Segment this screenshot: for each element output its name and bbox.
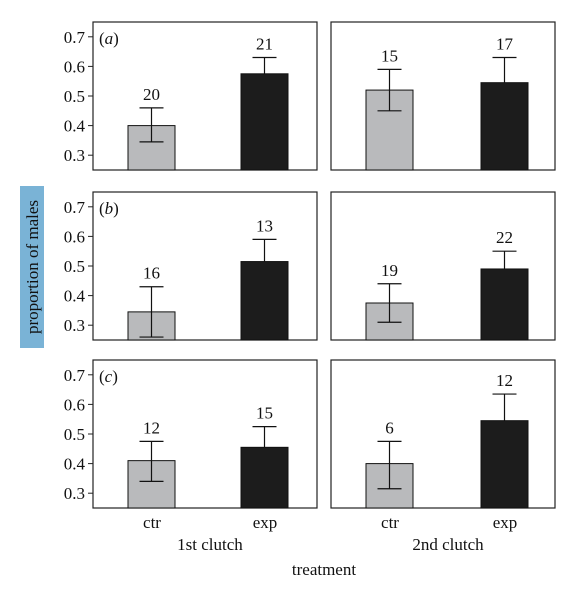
panel-5: 0.7 0.6 0.5 0.4 0.3 (c) 12 15	[64, 359, 318, 509]
clutch-label-2: 2nd clutch	[412, 535, 484, 554]
y-tick-label: 0.3	[64, 484, 85, 503]
x-tick-ctr-2: ctr	[381, 513, 399, 532]
x-tick-exp-1: exp	[253, 513, 278, 532]
sample-size-label: 6	[385, 418, 394, 437]
sample-size-label: 13	[256, 216, 273, 235]
y-axis-label: proportion of males	[23, 200, 42, 334]
y-tick-label: 0.7	[64, 28, 86, 47]
bar-exp	[480, 420, 529, 509]
y-tick-label: 0.7	[64, 198, 86, 217]
sample-size-label: 12	[496, 371, 513, 390]
bar-exp	[240, 446, 289, 509]
sample-size-label: 17	[496, 35, 514, 54]
y-tick-label: 0.3	[64, 146, 85, 165]
y-tick-label: 0.5	[64, 87, 85, 106]
panel-3: 0.7 0.6 0.5 0.4 0.3 (b) 16 13	[64, 191, 318, 341]
y-tick-label: 0.4	[64, 287, 86, 306]
y-tick-label: 0.6	[64, 227, 85, 246]
x-tick-exp-2: exp	[493, 513, 518, 532]
sample-size-label: 20	[143, 85, 160, 104]
sample-size-label: 12	[143, 418, 160, 437]
panel-1: 0.7 0.6 0.5 0.4 0.3 (a) 20 21	[64, 21, 318, 171]
panel-frame	[330, 21, 556, 171]
sample-size-label: 22	[496, 228, 513, 247]
y-axis-label-group: proportion of males	[20, 186, 44, 348]
x-tick-ctr-1: ctr	[143, 513, 161, 532]
y-axis-label-highlight	[20, 186, 44, 348]
sample-size-label: 15	[256, 404, 273, 423]
sample-size-label: 16	[143, 264, 160, 283]
sample-size-label: 21	[256, 35, 273, 54]
y-tick-label: 0.4	[64, 117, 86, 136]
bar-exp	[240, 73, 289, 171]
y-tick-label: 0.6	[64, 57, 85, 76]
bar-exp	[480, 268, 529, 341]
panel-6: 6 12	[330, 359, 556, 509]
panel-label: (c)	[99, 367, 118, 386]
y-tick-label: 0.5	[64, 425, 85, 444]
sample-size-label: 19	[381, 261, 398, 280]
y-tick-label: 0.6	[64, 395, 85, 414]
panel-label: (a)	[99, 29, 119, 48]
y-tick-label: 0.7	[64, 366, 86, 385]
clutch-label-1: 1st clutch	[177, 535, 243, 554]
panel-label: (b)	[99, 199, 119, 218]
bar-exp	[480, 82, 529, 171]
panels: 0.70.60.50.40.3(a)202115170.70.60.50.40.…	[64, 21, 556, 509]
y-tick-label: 0.5	[64, 257, 85, 276]
bar-exp	[240, 261, 289, 341]
panel-frame	[330, 191, 556, 341]
x-axis-label: treatment	[292, 560, 356, 579]
y-tick-label: 0.3	[64, 316, 85, 335]
y-tick-label: 0.4	[64, 455, 86, 474]
panel-frame	[330, 359, 556, 509]
sample-size-label: 15	[381, 46, 398, 65]
